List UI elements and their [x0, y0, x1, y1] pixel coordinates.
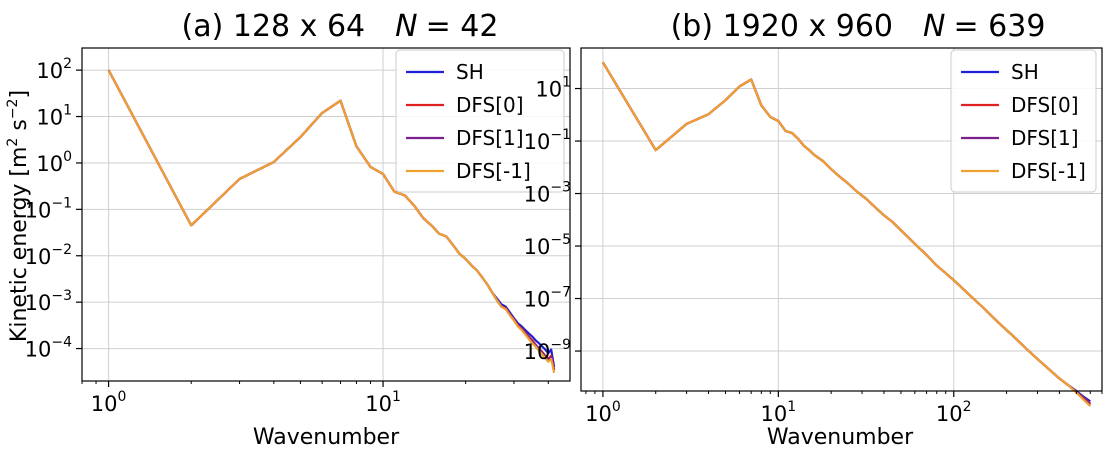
- panel-b-ytick-exp: −5: [550, 232, 571, 248]
- panel-a-legend-label: SH: [456, 60, 484, 84]
- panel-b-ytick-base: 10: [535, 78, 562, 102]
- panel-b-xtick-label: 100: [585, 399, 621, 426]
- panel-a-ytick-exp: −3: [51, 288, 72, 304]
- panel-b-legend-label: DFS[0]: [1011, 93, 1079, 117]
- panel-a-ytick-label: 10−1: [25, 195, 72, 222]
- panel-b-ytick-base: 10: [524, 288, 551, 312]
- panel-a-ytick-base: 10: [25, 291, 52, 315]
- panel-b-series-dfs-1: [601, 61, 1092, 407]
- panel-b-ytick-label: 10−7: [524, 285, 571, 312]
- panel-a-xlabel: Wavenumber: [253, 425, 400, 450]
- panel-b-ytick-label: 10−5: [524, 232, 571, 259]
- panel-b-title: (b) 1920 x 960 N = 639: [671, 9, 1046, 44]
- panel-a-ylabel-end: ]: [7, 90, 32, 99]
- panel-b-xtick-base: 10: [585, 402, 612, 426]
- panel-a-xtick-exp: 0: [118, 389, 127, 405]
- panel-a-title-var: N: [395, 9, 417, 44]
- panel-b-xtick-label: 101: [761, 399, 797, 426]
- panel-a-ytick-exp: −1: [51, 195, 72, 211]
- panel-a-title-value: = 42: [426, 9, 499, 44]
- panel-a-legend-label: DFS[1]: [456, 126, 524, 150]
- panel-a-frame: [81, 47, 571, 382]
- panel-a-ytick-label: 10−4: [25, 335, 72, 362]
- panel-b-ytick-base: 10: [524, 183, 551, 207]
- panel-a-ytick-base: 10: [36, 59, 63, 83]
- panel-a-legend-label: DFS[-1]: [456, 159, 531, 183]
- panel-a-ytick-label: 102: [36, 56, 72, 83]
- panel-a-ytick-label: 101: [36, 103, 72, 130]
- panel-a-legend: SH DFS[0] DFS[1] DFS[-1]: [395, 49, 565, 193]
- panel-b-ytick-label: 10−9: [524, 337, 571, 364]
- panel-b-xtick-base: 10: [936, 402, 963, 426]
- panel-b-title-value: = 639: [953, 9, 1045, 44]
- panel-b-ytick-base: 10: [524, 130, 551, 154]
- panel-a-ylabel-mid: s: [7, 119, 32, 137]
- panel-a-ytick-base: 10: [25, 338, 52, 362]
- panel-b-ytick-exp: −1: [550, 127, 571, 143]
- panel-b-legend: SH DFS[0] DFS[1] DFS[-1]: [950, 49, 1097, 193]
- panel-a-xtick-base: 10: [91, 392, 118, 416]
- panel-a-ytick-exp: 2: [63, 56, 72, 72]
- panel-a-ytick-label: 10−3: [25, 288, 72, 315]
- panel-b-xtick-exp: 0: [612, 399, 621, 415]
- panel-b-ytick-label: 101: [535, 75, 571, 102]
- panel-b-xtick-exp: 2: [963, 399, 972, 415]
- panel-a-xtick-label: 101: [365, 389, 401, 416]
- panel-a-series-dfs-1: [107, 69, 556, 374]
- panel-a-xtick-label: 100: [91, 389, 127, 416]
- panel-b-ytick-base: 10: [524, 340, 551, 364]
- panel-b-ytick-exp: 1: [562, 75, 571, 91]
- panel-b-title-var: N: [923, 9, 945, 44]
- panel-b-ytick-label: 10−3: [524, 180, 571, 207]
- panel-b-legend-box: [950, 49, 1097, 193]
- panel-a-ytick-exp: −2: [51, 242, 72, 258]
- panel-b-xtick-base: 10: [761, 402, 788, 426]
- panel-a-title-prefix: (a) 128 x 64: [182, 9, 366, 44]
- panel-a-ylabel: Kinetic energy [m2 s−2]: [5, 90, 32, 342]
- panel-b-xlabel: Wavenumber: [767, 425, 914, 450]
- panel-a-xtick-base: 10: [365, 392, 392, 416]
- panel-a-ytick-base: 10: [36, 152, 63, 176]
- panel-b-ytick-label: 10−1: [524, 127, 571, 154]
- panel-a-ytick-base: 10: [25, 245, 52, 269]
- panel-a-ytick-base: 10: [36, 106, 63, 130]
- panel-a-ytick-label: 100: [36, 149, 72, 176]
- panel-a-ytick-exp: −4: [51, 335, 72, 351]
- panel-a-ytick-exp: 1: [63, 103, 72, 119]
- panel-a-ytick-label: 10−2: [25, 242, 72, 269]
- panel-b-legend-label: DFS[-1]: [1011, 159, 1086, 183]
- panel-b-xtick-exp: 1: [787, 399, 796, 415]
- panel-a-title: (a) 128 x 64 N = 42: [182, 9, 499, 44]
- panel-b-ytick-base: 10: [524, 235, 551, 259]
- panel-b-legend-label: DFS[1]: [1011, 126, 1079, 150]
- panel-b-ytick-exp: −3: [550, 180, 571, 196]
- panel-a: (a) 128 x 64 N = 42 100 10110210110010−110−…: [5, 9, 571, 450]
- panel-b-title-prefix: (b) 1920 x 960: [671, 9, 893, 44]
- panel-b-legend-label: SH: [1011, 60, 1039, 84]
- panel-b-ytick-exp: −7: [550, 285, 571, 301]
- panel-b-xtick-label: 102: [936, 399, 972, 426]
- panel-b-frame: [580, 47, 1103, 392]
- panel-a-ytick-exp: 0: [63, 149, 72, 165]
- panel-a-legend-box: [395, 49, 565, 193]
- panel-a-xtick-exp: 1: [392, 389, 401, 405]
- panel-a-ylabel-sup2: −2: [5, 99, 21, 120]
- panel-a-legend-label: DFS[0]: [456, 93, 524, 117]
- panel-b-ytick-exp: −9: [550, 337, 571, 353]
- panel-a-ylabel-base: Kinetic energy [m: [7, 147, 32, 343]
- panel-b: (b) 1920 x 960 N = 639 100 101 10210110−110−…: [524, 9, 1103, 450]
- panel-a-ytick-base: 10: [25, 198, 52, 222]
- panel-a-ylabel-sup1: 2: [5, 138, 21, 147]
